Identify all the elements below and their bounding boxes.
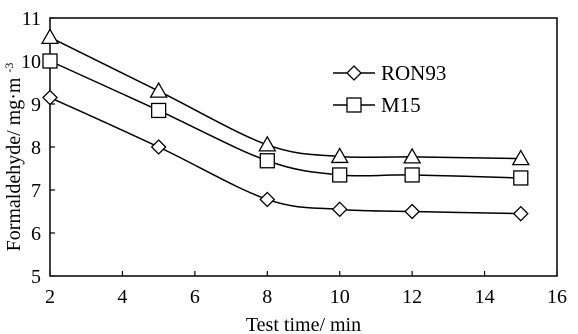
series-ron93 (42, 89, 529, 222)
square-marker (404, 167, 420, 183)
diamond-marker (512, 205, 529, 222)
x-axis-title: Test time/ min (246, 314, 361, 334)
square-marker (150, 102, 167, 119)
triangle-marker (149, 81, 168, 98)
series-line (49, 96, 521, 215)
plot-area (49, 17, 558, 277)
square-marker (42, 53, 58, 69)
y-tick-label: 7 (31, 180, 41, 202)
x-tick-label: 6 (190, 286, 200, 308)
triangle-marker (403, 147, 422, 164)
y-tick-label: 6 (31, 223, 41, 245)
triangle-marker (511, 149, 530, 166)
triangle-marker (258, 135, 277, 152)
x-tick-label: 12 (402, 286, 422, 308)
series-line (49, 60, 521, 179)
legend-label: M15 (381, 93, 421, 117)
square-marker (346, 97, 362, 113)
series-unnamed-2 (40, 28, 530, 166)
x-tick-label: 10 (330, 286, 350, 308)
y-tick-label: 9 (31, 94, 41, 116)
triangle-marker (40, 28, 60, 44)
triangle-marker (330, 147, 349, 164)
y-axis-title-main: Formaldehyde/ mg·m (3, 77, 25, 251)
diamond-marker (42, 89, 58, 106)
square-marker (332, 167, 348, 183)
legend-item-ron93: RON93 (333, 61, 446, 85)
y-tick-label: 8 (31, 137, 41, 159)
y-axis-title-superscript: -3 (2, 63, 16, 73)
x-tick-label: 2 (45, 286, 55, 308)
x-tick-label: 4 (117, 286, 127, 308)
x-tick-label: 14 (475, 286, 495, 308)
series-group (40, 28, 530, 222)
diamond-marker (346, 65, 362, 81)
x-tick-label: 16 (547, 286, 567, 308)
x-tick-label: 8 (262, 286, 272, 308)
diamond-marker (259, 191, 276, 208)
legend: RON93 M15 (333, 61, 446, 117)
legend-item-m15: M15 (333, 93, 421, 117)
diamond-marker (331, 201, 348, 218)
y-tick-label: 10 (21, 51, 41, 73)
diamond-marker (150, 139, 167, 155)
diamond-marker (404, 203, 421, 220)
square-marker (259, 153, 275, 169)
y-tick-label: 5 (31, 266, 41, 288)
y-tick-label: 11 (22, 8, 41, 30)
legend-label: RON93 (381, 61, 446, 85)
series-line (49, 36, 521, 160)
square-marker (513, 170, 529, 186)
plot-frame (49, 17, 558, 277)
series-m15 (42, 53, 529, 186)
y-axis-title: Formaldehyde/ mg·m -3 (2, 63, 25, 252)
